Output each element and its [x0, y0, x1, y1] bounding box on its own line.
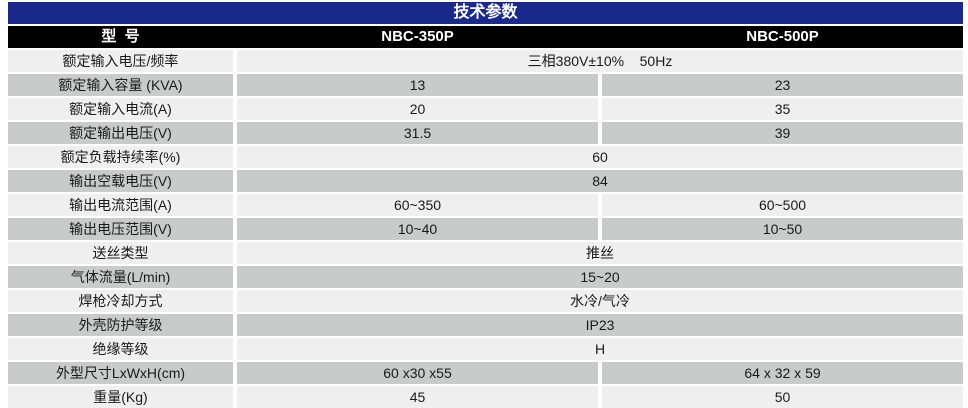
- param-value-350p: 60~350: [237, 194, 598, 216]
- param-label: 输出电压范围(V): [8, 218, 233, 240]
- table-row: 外型尺寸LxWxH(cm) 60 x30 x55 64 x 32 x 59: [8, 362, 963, 384]
- param-label: 额定负载持续率(%): [8, 146, 233, 168]
- param-label: 额定输入电流(A): [8, 98, 233, 120]
- table-row: 气体流量(L/min) 15~20: [8, 266, 963, 288]
- param-label: 外壳防护等级: [8, 314, 233, 336]
- param-value-shared: 15~20: [237, 266, 963, 288]
- model-name-nbc350p: NBC-350P: [381, 28, 454, 45]
- param-value-shared: 三相380V±10% 50Hz: [237, 50, 963, 72]
- param-value-shared: H: [237, 338, 963, 360]
- param-label: 输出空载电压(V): [8, 170, 233, 192]
- param-value-shared: 推丝: [237, 242, 963, 264]
- param-label: 重量(Kg): [8, 386, 233, 408]
- table-row: 重量(Kg) 45 50: [8, 386, 963, 408]
- param-label: 焊枪冷却方式: [8, 290, 233, 312]
- table-row: 外壳防护等级 IP23: [8, 314, 963, 336]
- param-value-350p: 31.5: [237, 122, 598, 144]
- table-row: 绝缘等级 H: [8, 338, 963, 360]
- param-label: 绝缘等级: [8, 338, 233, 360]
- table-row: 输出空载电压(V) 84: [8, 170, 963, 192]
- param-value-500p: 50: [602, 386, 963, 408]
- param-value-500p: 10~50: [602, 218, 963, 240]
- param-value-500p: 23: [602, 74, 963, 96]
- table-row: 输出电压范围(V) 10~40 10~50: [8, 218, 963, 240]
- param-label: 气体流量(L/min): [8, 266, 233, 288]
- model-header-label: 型 号: [101, 28, 140, 45]
- param-label: 外型尺寸LxWxH(cm): [8, 362, 233, 384]
- model-name-nbc500p: NBC-500P: [746, 28, 819, 45]
- param-value-shared: 水冷/气冷: [237, 290, 963, 312]
- param-value-shared: 60: [237, 146, 963, 168]
- param-label: 额定输出电压(V): [8, 122, 233, 144]
- param-value-shared: 84: [237, 170, 963, 192]
- table-row: 送丝类型 推丝: [8, 242, 963, 264]
- table-row: 额定输入电压/频率 三相380V±10% 50Hz: [8, 50, 963, 72]
- param-value-500p: 39: [602, 122, 963, 144]
- param-label: 输出电流范围(A): [8, 194, 233, 216]
- param-value-500p: 60~500: [602, 194, 963, 216]
- param-label: 送丝类型: [8, 242, 233, 264]
- param-value-350p: 10~40: [237, 218, 598, 240]
- table-row: 焊枪冷却方式 水冷/气冷: [8, 290, 963, 312]
- table-title: 技术参数: [453, 4, 518, 21]
- tech-spec-table: 技术参数 型 号 NBC-350P NBC-500P 额定输入电压/频率 三相3…: [8, 2, 963, 408]
- param-value-350p: 45: [237, 386, 598, 408]
- table-title-bar: 技术参数: [8, 2, 963, 24]
- param-value-350p: 13: [237, 74, 598, 96]
- param-value-500p: 35: [602, 98, 963, 120]
- table-row: 输出电流范围(A) 60~350 60~500: [8, 194, 963, 216]
- table-row: 额定输出电压(V) 31.5 39: [8, 122, 963, 144]
- table-row: 额定输入容量 (KVA) 13 23: [8, 74, 963, 96]
- param-value-350p: 20: [237, 98, 598, 120]
- table-row: 额定输入电流(A) 20 35: [8, 98, 963, 120]
- param-label: 额定输入电压/频率: [8, 50, 233, 72]
- model-header-row: 型 号 NBC-350P NBC-500P: [8, 26, 963, 48]
- param-label: 额定输入容量 (KVA): [8, 74, 233, 96]
- param-value-350p: 60 x30 x55: [237, 362, 598, 384]
- param-value-500p: 64 x 32 x 59: [602, 362, 963, 384]
- param-value-shared: IP23: [237, 314, 963, 336]
- table-row: 额定负载持续率(%) 60: [8, 146, 963, 168]
